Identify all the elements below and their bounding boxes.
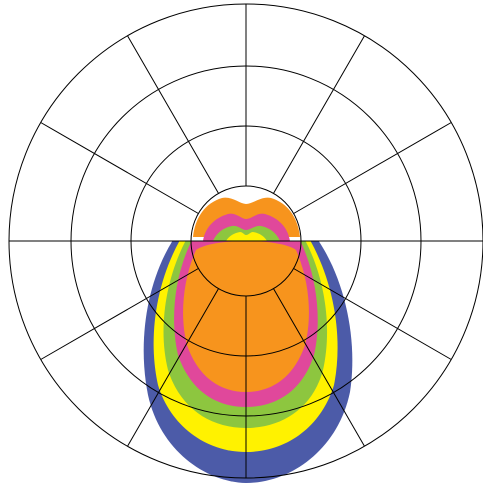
polar-grid [8,3,483,479]
grid-spoke-60 [273,288,365,447]
grid-spoke-30 [293,268,452,360]
grid-spoke-240 [127,35,219,194]
grid-spoke-330 [293,122,452,214]
grid-spoke-300 [273,35,365,194]
grid-spoke-120 [127,288,219,447]
series-yellow-upper-area [226,232,267,241]
grid-spoke-150 [40,268,199,360]
grid-spoke-210 [40,122,199,214]
lower-lobe-group [143,241,353,483]
upper-lobe-group [193,197,300,241]
